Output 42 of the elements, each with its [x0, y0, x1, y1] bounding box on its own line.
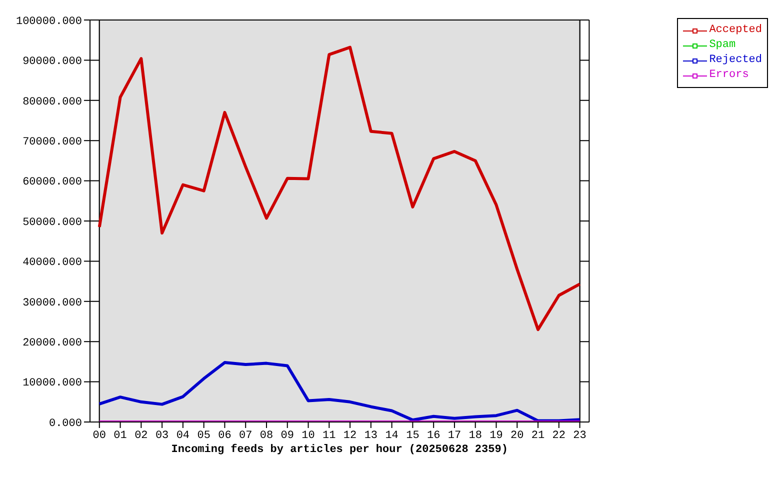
- y-tick-label: 10000.000: [22, 378, 82, 390]
- legend-label: Rejected: [709, 53, 762, 68]
- x-tick-label: 17: [448, 430, 462, 442]
- x-tick-label: 05: [197, 430, 210, 442]
- y-tick-label: 80000.000: [22, 96, 82, 108]
- x-axis-title: Incoming feeds by articles per hour (20250628 2359): [171, 443, 508, 456]
- line-series: [98, 46, 582, 332]
- line-series: [98, 361, 582, 422]
- x-tick-label: 13: [364, 430, 378, 442]
- x-tick-label: 01: [114, 430, 128, 442]
- x-tick-label: 21: [531, 430, 546, 442]
- x-tick-label: 19: [490, 430, 503, 442]
- x-tick-label: 02: [134, 430, 148, 442]
- x-tick-label: 22: [552, 430, 566, 442]
- y-tick-label: 40000.000: [22, 257, 82, 270]
- x-tick-label: 08: [260, 430, 274, 442]
- legend-label: Errors: [709, 68, 749, 83]
- x-tick-label: 06: [218, 430, 232, 442]
- legend-label: Spam: [709, 38, 736, 53]
- x-tick-label: 23: [573, 430, 586, 442]
- x-tick-label: 11: [322, 430, 336, 442]
- y-tick-label: 20000.000: [22, 338, 82, 350]
- x-tick-label: 04: [176, 430, 190, 442]
- x-tick-label: 07: [239, 430, 252, 442]
- legend-label: Accepted: [709, 23, 762, 38]
- y-tick-label: 70000.000: [22, 136, 82, 149]
- x-tick-label: 20: [510, 430, 524, 442]
- x-tick-label: 18: [468, 430, 482, 442]
- y-tick-label: 90000.000: [22, 56, 82, 68]
- x-tick-label: 12: [343, 430, 357, 442]
- y-tick-label: 60000.000: [22, 176, 82, 189]
- x-tick-label: 03: [155, 430, 169, 442]
- x-tick-label: 10: [302, 430, 315, 442]
- x-tick-label: 16: [426, 430, 440, 442]
- y-tick-label: 50000.000: [22, 216, 82, 229]
- x-tick-label: 14: [385, 430, 399, 442]
- x-tick-label: 15: [406, 430, 420, 442]
- x-tick-label: 09: [280, 430, 294, 442]
- y-tick-label: 30000.000: [22, 297, 82, 310]
- x-tick-label: 00: [92, 430, 106, 442]
- y-tick-label: 0.000: [48, 418, 82, 430]
- y-tick-label: 100000.000: [16, 16, 82, 28]
